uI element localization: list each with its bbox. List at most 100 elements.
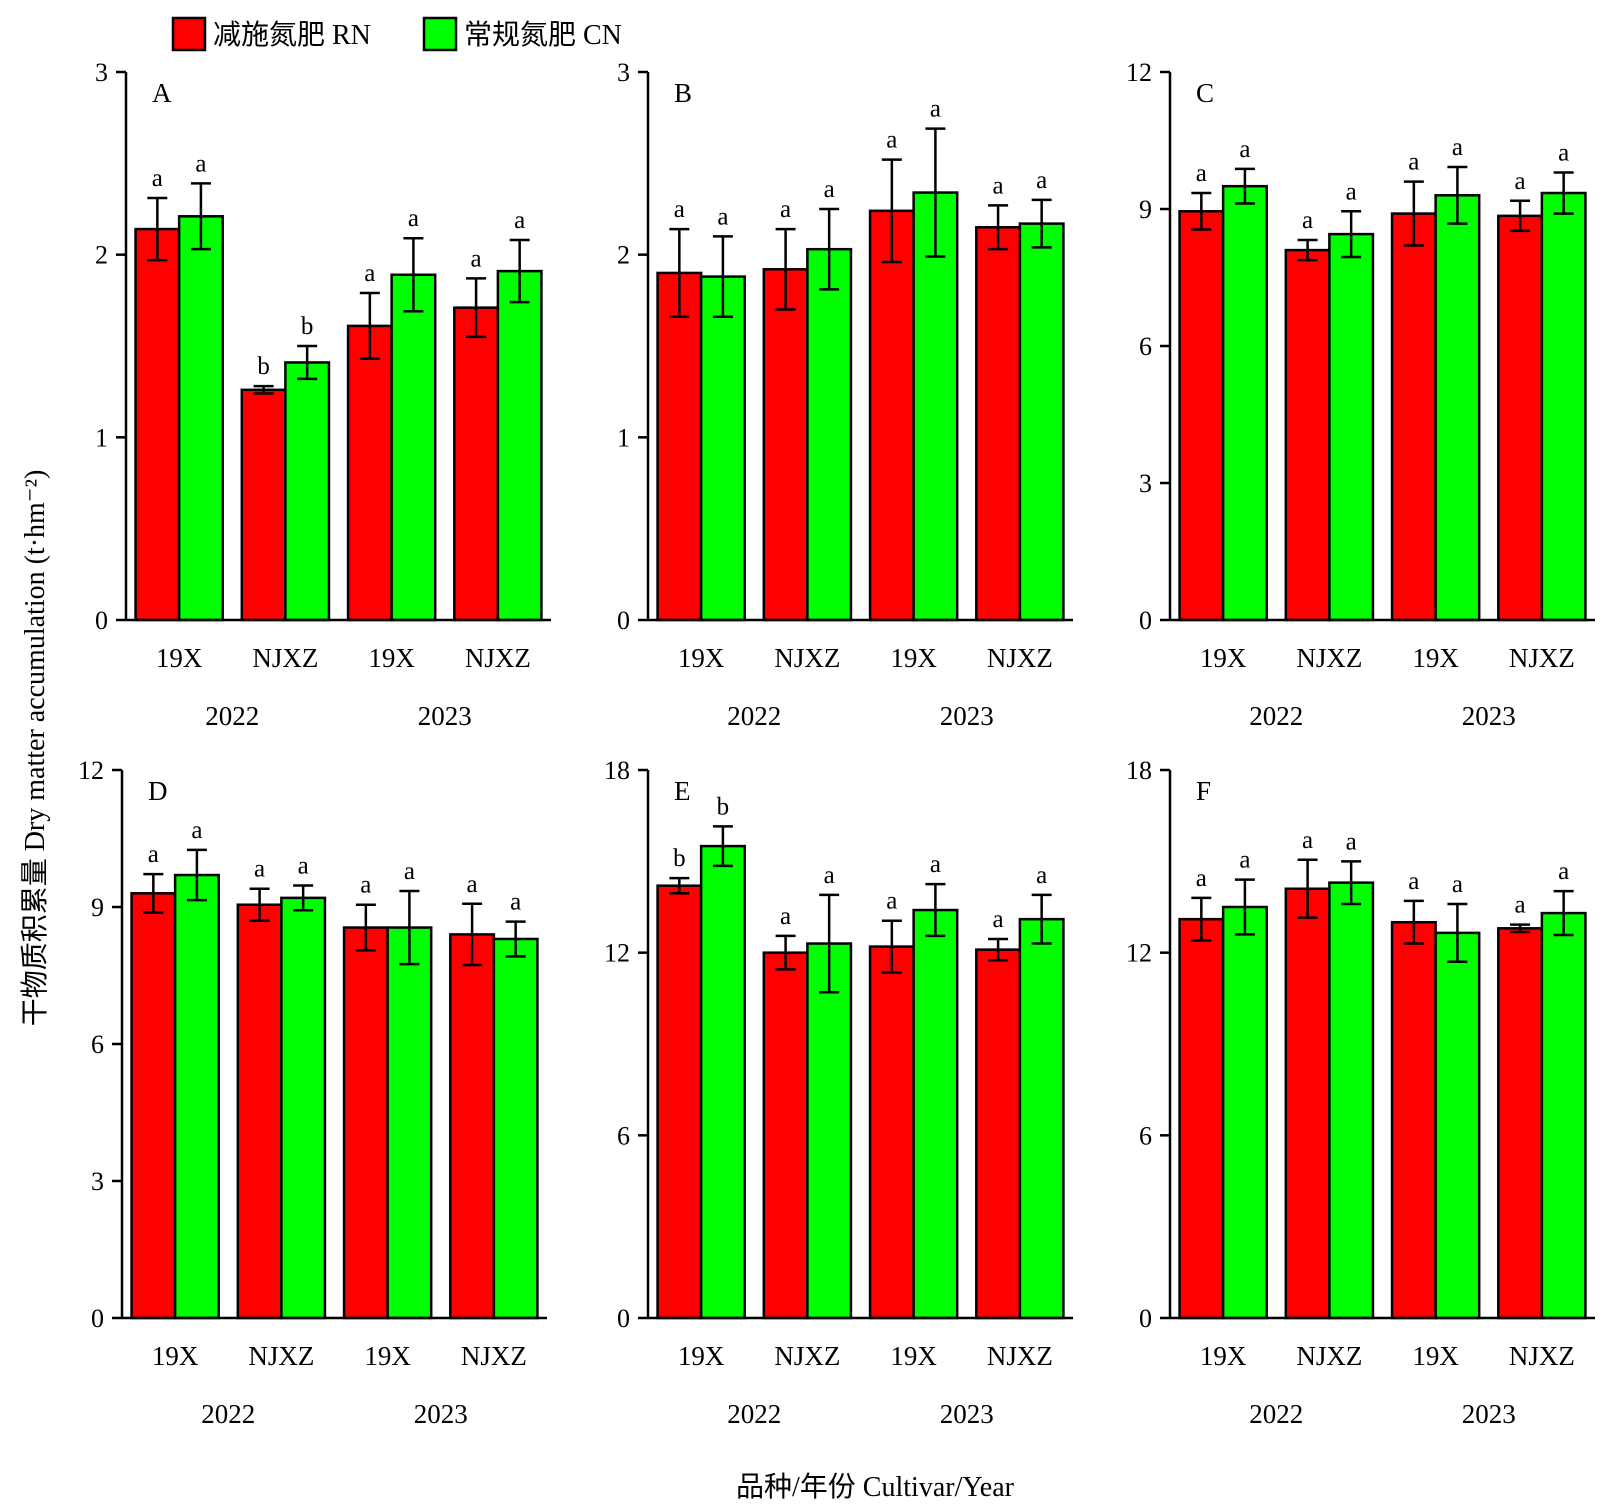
x-tick-label-e-2: 19X <box>890 1341 937 1371</box>
y-tick-label-c-1: 3 <box>1139 469 1152 498</box>
y-tick-label-f-0: 0 <box>1139 1304 1152 1333</box>
x-tick-label-e-1: NJXZ <box>774 1341 840 1371</box>
x-tick-label-f-3: NJXZ <box>1509 1341 1575 1371</box>
sig-label-e-0-2: a <box>886 888 897 915</box>
y-tick-label-c-0: 0 <box>1139 606 1152 635</box>
sig-label-d-1-1: a <box>298 853 309 880</box>
bar-e-rn-0 <box>656 884 703 1320</box>
y-tick-label-e-2: 12 <box>604 939 630 968</box>
year-label-a-0: 2022 <box>205 701 259 731</box>
x-tick-label-c-0: 19X <box>1200 643 1247 673</box>
bar-c-rn-0 <box>1178 210 1225 622</box>
panel-f: a a 19X a a NJXZ a a 19X a a NJXZ 2022 2023 0 6 12 18 F <box>1126 756 1595 1429</box>
year-label-f-0: 2022 <box>1249 1399 1303 1429</box>
x-axis-title: 品种/年份 Cultivar/Year <box>736 1471 1015 1503</box>
y-tick-label-c-4: 12 <box>1126 58 1152 87</box>
legend-swatch-cn <box>422 16 458 52</box>
x-tick-label-a-0: 19X <box>156 643 203 673</box>
x-tick-label-d-1: NJXZ <box>248 1341 314 1371</box>
bar-e-cn-3 <box>1018 917 1065 1320</box>
bar-b-cn-3 <box>1018 222 1065 622</box>
x-tick-label-c-3: NJXZ <box>1509 643 1575 673</box>
bar-d-rn-2 <box>342 926 389 1320</box>
x-tick-label-a-2: 19X <box>368 643 415 673</box>
y-tick-label-a-1: 1 <box>95 423 108 452</box>
sig-label-b-0-0: a <box>674 196 685 223</box>
year-label-d-1: 2023 <box>414 1399 468 1429</box>
bar-e-rn-1 <box>762 951 809 1320</box>
sig-label-a-0-2: a <box>364 260 375 287</box>
bar-d-rn-1 <box>236 903 283 1320</box>
year-label-c-0: 2022 <box>1249 701 1303 731</box>
sig-label-a-1-1: b <box>301 313 314 340</box>
bar-f-rn-2 <box>1390 920 1437 1320</box>
y-tick-label-b-0: 0 <box>617 606 630 635</box>
bar-a-cn-0 <box>177 215 224 622</box>
bar-a-cn-2 <box>390 273 437 622</box>
bar-c-cn-3 <box>1540 191 1587 622</box>
panel-a: a a 19X b b NJXZ a a 19X a a NJXZ 2022 2023 0 1 2 3 A <box>95 58 551 731</box>
sig-label-e-0-0: b <box>673 845 686 872</box>
bar-d-rn-0 <box>130 892 177 1320</box>
x-tick-label-e-3: NJXZ <box>987 1341 1053 1371</box>
x-tick-label-d-0: 19X <box>152 1341 199 1371</box>
sig-label-c-1-3: a <box>1558 139 1569 166</box>
x-tick-label-c-1: NJXZ <box>1296 643 1362 673</box>
bar-b-rn-2 <box>868 209 915 622</box>
year-label-f-1: 2023 <box>1462 1399 1516 1429</box>
bar-b-rn-0 <box>656 271 703 622</box>
legend: 减施氮肥 RN 常规氮肥 CN <box>171 16 622 52</box>
sig-label-f-1-3: a <box>1558 858 1569 885</box>
bar-c-rn-3 <box>1497 214 1544 622</box>
y-tick-label-a-2: 2 <box>95 241 108 270</box>
y-axis-title: 干物质积累量 Dry matter accumulation (t·hm⁻²) <box>19 470 51 1027</box>
sig-label-e-1-1: a <box>824 862 835 889</box>
y-tick-label-a-0: 0 <box>95 606 108 635</box>
sig-label-b-1-1: a <box>824 176 835 203</box>
sig-label-a-0-3: a <box>471 245 482 272</box>
sig-label-d-0-3: a <box>467 871 478 898</box>
x-tick-label-b-2: 19X <box>890 643 937 673</box>
y-tick-label-e-3: 18 <box>604 756 630 785</box>
bar-a-rn-1 <box>240 388 287 622</box>
legend-label-rn: 减施氮肥 RN <box>213 19 371 51</box>
y-tick-label-b-3: 3 <box>617 58 630 87</box>
y-tick-label-d-4: 12 <box>78 756 104 785</box>
sig-label-e-1-2: a <box>930 851 941 878</box>
sig-label-e-0-3: a <box>993 906 1004 933</box>
sig-label-d-1-2: a <box>404 858 415 885</box>
sig-label-d-0-2: a <box>360 872 371 899</box>
x-tick-label-f-1: NJXZ <box>1296 1341 1362 1371</box>
bar-b-cn-1 <box>806 247 853 622</box>
bar-c-cn-0 <box>1221 184 1268 622</box>
bar-c-cn-2 <box>1434 194 1481 622</box>
year-label-a-1: 2023 <box>418 701 472 731</box>
y-tick-label-c-3: 9 <box>1139 195 1152 224</box>
sig-label-b-1-0: a <box>717 203 728 230</box>
sig-label-d-0-0: a <box>148 841 159 868</box>
bar-e-rn-3 <box>975 948 1022 1320</box>
sig-label-c-0-2: a <box>1408 149 1419 176</box>
x-tick-label-d-3: NJXZ <box>461 1341 527 1371</box>
bar-d-cn-0 <box>173 873 220 1320</box>
bar-f-cn-0 <box>1221 905 1268 1320</box>
sig-label-a-0-1: b <box>257 353 270 380</box>
bar-f-rn-3 <box>1497 927 1544 1320</box>
panel-letter-d: D <box>148 776 168 806</box>
bar-d-rn-3 <box>449 933 496 1320</box>
bar-f-rn-1 <box>1284 887 1331 1320</box>
sig-label-f-0-1: a <box>1302 827 1313 854</box>
x-tick-label-b-3: NJXZ <box>987 643 1053 673</box>
y-tick-label-d-1: 3 <box>91 1167 104 1196</box>
year-label-e-1: 2023 <box>940 1399 994 1429</box>
y-tick-label-f-2: 12 <box>1126 939 1152 968</box>
sig-label-e-0-1: a <box>780 903 791 930</box>
y-tick-label-b-2: 2 <box>617 241 630 270</box>
sig-label-a-1-2: a <box>408 205 419 232</box>
bar-f-cn-1 <box>1328 881 1375 1320</box>
bar-f-cn-3 <box>1540 911 1587 1320</box>
panel-letter-f: F <box>1196 776 1211 806</box>
sig-label-a-0-0: a <box>152 165 163 192</box>
bar-d-cn-1 <box>280 896 327 1320</box>
